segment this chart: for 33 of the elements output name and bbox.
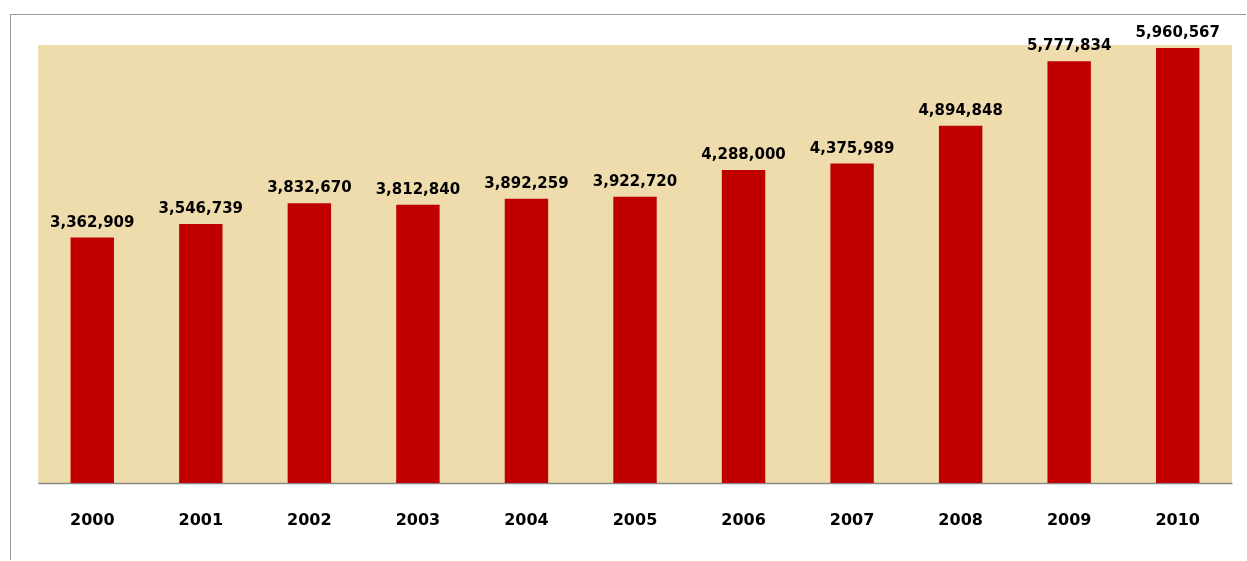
bar: [504, 198, 549, 483]
bar: [613, 196, 657, 483]
data-label: 4,288,000: [701, 144, 786, 163]
data-label: 4,375,989: [809, 138, 895, 157]
data-label: 3,362,909: [50, 212, 135, 231]
bar: [287, 203, 332, 483]
x-tick-label: 2002: [287, 509, 332, 529]
data-label: 3,546,739: [158, 199, 244, 218]
data-label: 5,777,834: [1026, 36, 1112, 55]
x-tick-label: 2003: [395, 509, 441, 529]
data-label: 5,960,567: [1135, 22, 1220, 41]
x-tick-label: 2004: [504, 509, 549, 529]
data-label: 3,832,670: [267, 178, 352, 197]
bar: [1047, 61, 1091, 483]
x-tick-label: 2009: [1046, 509, 1092, 529]
x-tick-label: 2008: [938, 509, 983, 529]
x-tick-label: 2010: [1155, 509, 1200, 529]
bar: [396, 204, 440, 483]
x-tick-label: 2000: [70, 509, 115, 529]
data-label: 3,922,720: [592, 171, 678, 190]
bar: [721, 169, 766, 483]
bar: [70, 237, 114, 483]
bar: [1156, 47, 1200, 483]
data-label: 3,812,840: [375, 179, 461, 198]
data-label: 4,894,848: [918, 100, 1003, 119]
bar: [938, 125, 983, 483]
x-tick-label: 2006: [721, 509, 766, 529]
x-tick-label: 2005: [612, 509, 658, 529]
x-tick-label: 2001: [178, 509, 224, 529]
bar: [830, 163, 874, 483]
x-tick-label: 2007: [829, 509, 875, 529]
data-label: 3,892,259: [484, 173, 569, 192]
bar: [179, 224, 223, 483]
